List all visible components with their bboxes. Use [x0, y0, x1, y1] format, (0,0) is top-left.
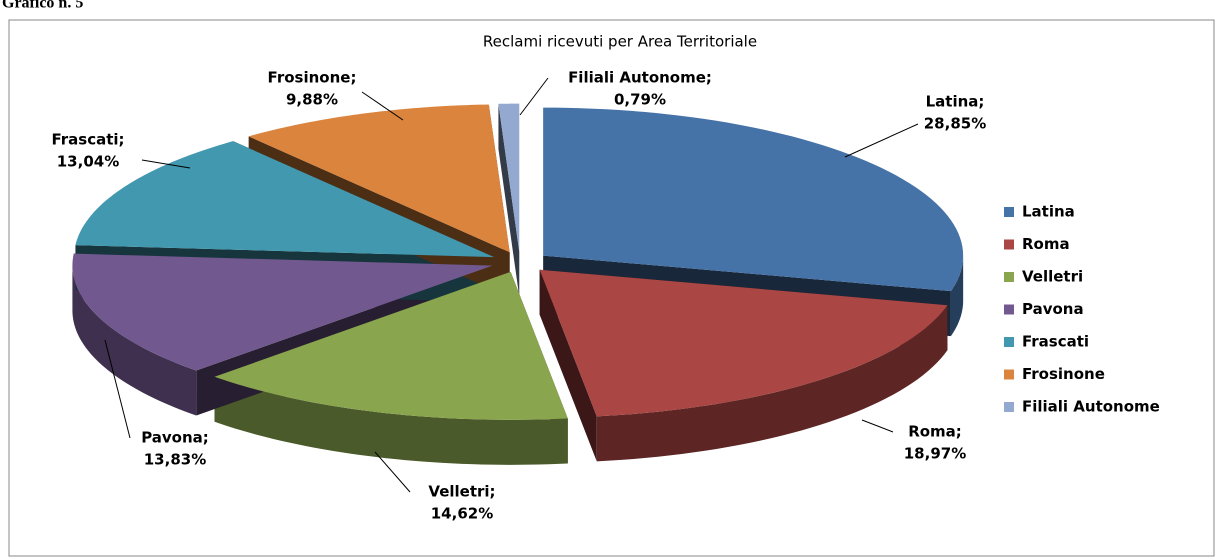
slice-side — [72, 265, 197, 416]
data-label-name: Roma; — [908, 423, 962, 441]
legend-swatch — [1004, 304, 1014, 315]
slice — [72, 253, 493, 371]
slice-side — [596, 305, 948, 462]
slice-side — [498, 103, 520, 297]
leader-line — [141, 159, 191, 169]
legend-label: Pavona — [1022, 300, 1084, 318]
data-label: 13,04% — [57, 153, 119, 171]
legend-label: Frascati — [1022, 333, 1089, 351]
legend-label: Roma — [1022, 235, 1070, 253]
slice — [248, 104, 510, 253]
data-label: 9,88% — [286, 91, 338, 109]
slice-side — [214, 376, 568, 465]
legend-label: Velletri — [1022, 268, 1083, 286]
legend-label: Filiali Autonome — [1022, 398, 1160, 416]
legend-swatch — [1004, 272, 1014, 282]
page-header: Grafico n. 5 — [2, 0, 83, 12]
slice — [498, 103, 520, 252]
legend-swatch — [1004, 337, 1014, 347]
data-label-name: Latina; — [926, 93, 985, 111]
slice-side — [950, 255, 964, 337]
legend-swatch — [1004, 239, 1014, 250]
slice — [543, 107, 964, 292]
slice-side — [539, 269, 597, 462]
leader-line — [361, 91, 404, 121]
leader-line — [844, 123, 919, 158]
slice — [75, 141, 495, 258]
legend-label: Frosinone — [1022, 365, 1105, 383]
leader-line — [861, 419, 894, 433]
data-label-name: Filiali Autonome; — [568, 69, 712, 87]
legend-swatch — [1004, 402, 1014, 412]
data-label: 14,62% — [431, 505, 493, 523]
data-label: 0,79% — [614, 91, 666, 109]
data-label-name: Pavona; — [141, 429, 209, 447]
leader-line — [104, 339, 131, 439]
legend-label: Latina — [1022, 203, 1075, 221]
legend-swatch — [1004, 207, 1014, 217]
data-label-name: Velletri; — [428, 483, 495, 501]
slice — [539, 269, 948, 417]
data-label: 18,97% — [904, 445, 966, 463]
data-label-name: Frascati; — [51, 131, 124, 149]
data-label-name: Frosinone; — [268, 69, 357, 87]
chart-title: Reclami ricevuti per Area Territoriale — [483, 33, 757, 51]
leader-line — [519, 77, 549, 116]
data-label: 28,85% — [924, 115, 986, 133]
legend-swatch — [1004, 369, 1014, 380]
leader-line — [374, 451, 411, 493]
data-label: 13,83% — [144, 451, 206, 469]
slice — [214, 271, 568, 420]
